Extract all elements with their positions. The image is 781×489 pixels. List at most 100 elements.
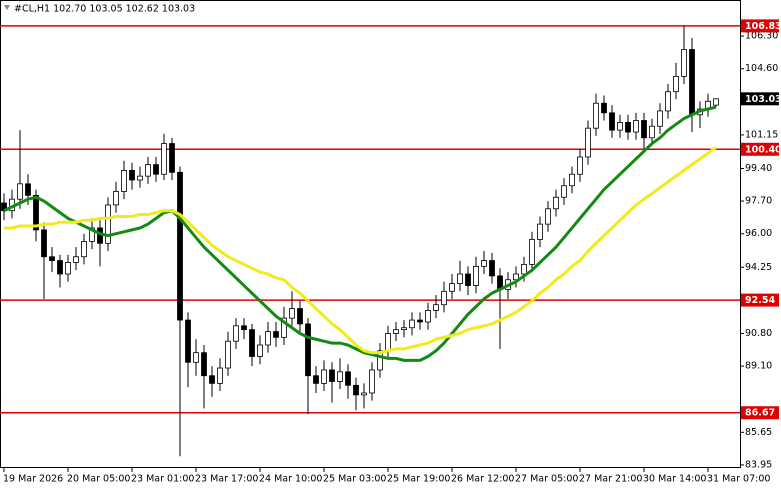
candle-body [401, 327, 407, 331]
candle-body [585, 127, 591, 158]
candle-body [233, 325, 239, 342]
candle-body [569, 173, 575, 187]
candle-body [201, 352, 207, 377]
candle-body [33, 194, 39, 231]
candle-body [617, 122, 623, 131]
x-tick-label: 30 Mar 14:00 [643, 474, 706, 485]
level-box [741, 406, 779, 420]
candle-body [537, 223, 543, 240]
candle-body [449, 283, 455, 292]
candle-body [689, 49, 695, 116]
x-tick-label: 26 Mar 12:00 [451, 474, 514, 485]
y-tick-label: 94.25 [745, 262, 772, 273]
candle-body [633, 120, 639, 133]
candle-body [353, 384, 359, 396]
candle-body [657, 110, 663, 127]
candle-body [65, 262, 71, 275]
candle-body [49, 256, 55, 261]
level-label: 106.83 [745, 21, 781, 32]
candle-body [281, 317, 287, 338]
candle-body [441, 290, 447, 306]
candle-body [553, 196, 559, 210]
x-tick-label: 23 Mar 01:00 [131, 474, 194, 485]
candle-body [561, 185, 567, 198]
candle-body [145, 164, 151, 177]
y-tick-label: 97.70 [745, 196, 772, 207]
candle-body [177, 171, 183, 321]
candle-body [257, 344, 263, 357]
candle-body [209, 375, 215, 384]
candle-body [161, 143, 167, 175]
y-tick-label: 104.60 [745, 63, 778, 74]
candle-body [393, 329, 399, 334]
candle-body [225, 340, 231, 369]
candle-body [433, 304, 439, 311]
candle-body [329, 369, 335, 382]
candle-body [513, 273, 519, 281]
candle-body [489, 260, 495, 277]
candle-body [241, 325, 247, 331]
x-tick-label: 27 Mar 21:00 [579, 474, 642, 485]
y-tick-label: 89.10 [745, 361, 772, 372]
moving-average [4, 146, 717, 355]
candle-body [337, 371, 343, 382]
candle-body [521, 264, 527, 275]
candle-body [81, 240, 87, 258]
y-tick-label: 99.40 [745, 163, 772, 174]
x-tick-label: 19 Mar 2026 [3, 474, 63, 485]
level-box [741, 293, 779, 307]
candle-body [57, 260, 63, 275]
candle-body [425, 310, 431, 323]
x-tick-label: 31 Mar 07:00 [707, 474, 770, 485]
candle-body [457, 273, 463, 285]
x-tick-label: 23 Mar 17:00 [195, 474, 258, 485]
candle-body [713, 98, 719, 106]
x-tick-label: 24 Mar 10:00 [259, 474, 322, 485]
candle-body [361, 392, 367, 396]
candle-body [265, 331, 271, 346]
candle-body [305, 323, 311, 377]
y-tick-label: 90.80 [745, 328, 772, 339]
x-tick-label: 27 Mar 05:00 [515, 474, 578, 485]
candle-body [121, 169, 127, 192]
candle-body [193, 352, 199, 363]
y-tick-label: 106.30 [745, 31, 778, 42]
level-label: 92.54 [745, 295, 775, 306]
candle-body [217, 367, 223, 384]
candle-body [345, 371, 351, 386]
candle-body [73, 256, 79, 263]
moving-average [3, 105, 717, 362]
candle-body [601, 102, 607, 114]
chart-title: #CL,H1 102.70 103.05 102.62 103.03 [14, 4, 195, 15]
candle-body [377, 350, 383, 371]
candle-body [649, 125, 655, 139]
candle-body [577, 156, 583, 175]
candle-body [297, 308, 303, 325]
candle-body [313, 375, 319, 384]
y-tick-label: 96.00 [745, 228, 772, 239]
candle-body [153, 164, 159, 175]
candle-body [665, 91, 671, 112]
candle-body [105, 204, 111, 244]
level-label: 100.40 [745, 144, 781, 155]
candle-body [185, 319, 191, 363]
candle-body [465, 273, 471, 286]
y-tick-label: 101.15 [745, 129, 778, 140]
candle-body [417, 319, 423, 323]
candle-body [41, 229, 47, 258]
candle-body [137, 175, 143, 181]
candle-body [113, 191, 119, 206]
y-tick-label: 85.65 [745, 427, 772, 438]
level-label: 86.67 [745, 408, 775, 419]
x-tick-label: 25 Mar 03:00 [323, 474, 386, 485]
candle-body [409, 319, 415, 329]
candle-body [129, 169, 135, 181]
candle-body [369, 369, 375, 394]
collapse-icon [4, 5, 10, 10]
last-price-label: 103.03 [745, 94, 781, 105]
candle-body [17, 183, 23, 200]
candle-body [609, 112, 615, 131]
candle-body [625, 122, 631, 133]
candle-body [249, 329, 255, 357]
